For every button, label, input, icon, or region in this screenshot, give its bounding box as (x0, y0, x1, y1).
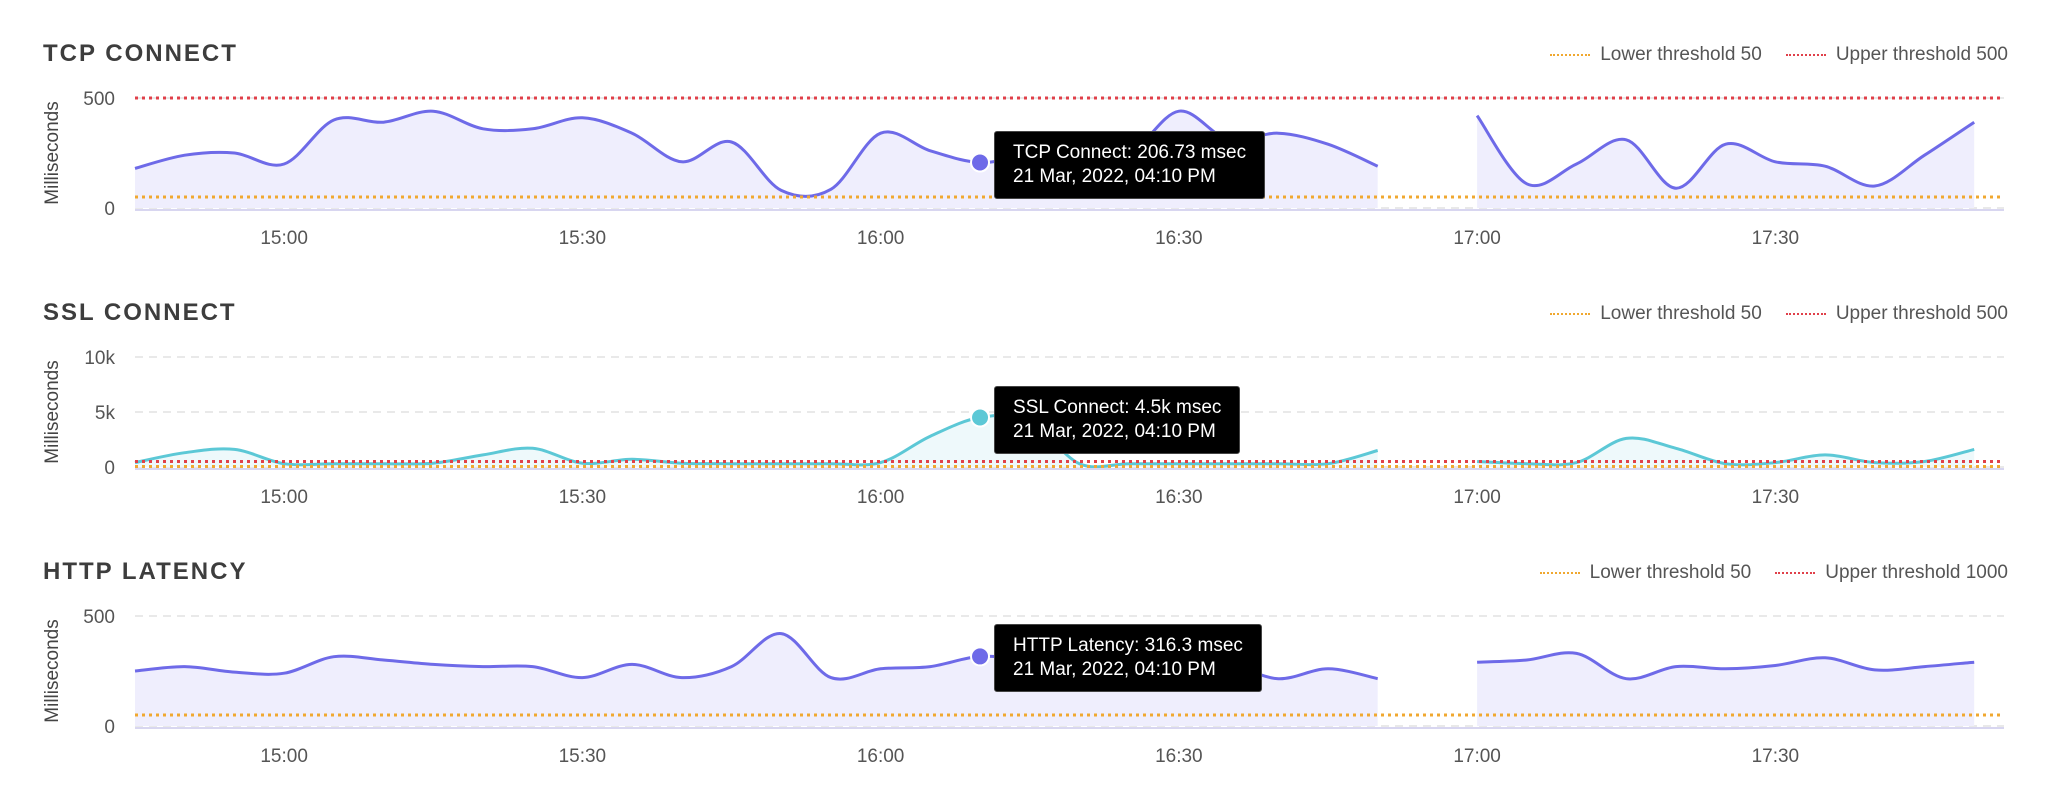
chart-title: SSL CONNECT (43, 299, 237, 326)
chart-legend: Lower threshold 50 Upper threshold 500 (1550, 44, 2008, 66)
x-tick-label: 15:00 (260, 487, 308, 508)
tooltip-date: 21 Mar, 2022, 04:10 PM (1013, 420, 1216, 442)
tooltip-value: HTTP Latency: 316.3 msec (1013, 635, 1243, 657)
tooltip-marker (970, 152, 991, 173)
x-tick-label: 16:00 (857, 746, 905, 767)
series-area (1477, 652, 1975, 726)
x-tick-label: 16:30 (1155, 228, 1203, 249)
series-line (1475, 114, 1976, 190)
y-tick-label: 500 (83, 89, 115, 110)
x-tick-label: 17:00 (1453, 746, 1501, 767)
y-tick-label: 500 (83, 607, 115, 628)
legend-label-upper: Upper threshold 500 (1835, 303, 2008, 324)
x-tick-label: 15:00 (260, 228, 308, 249)
series-line (1477, 436, 1975, 467)
y-tick-label: 0 (104, 717, 115, 738)
x-tick-label: 17:30 (1752, 746, 1800, 767)
legend-swatch-lower (1550, 313, 1591, 315)
chart-title: HTTP LATENCY (43, 558, 248, 585)
legend-swatch-upper (1785, 313, 1826, 315)
legend-upper-threshold[interactable]: Upper threshold 500 (1785, 44, 2008, 66)
chart-legend: Lower threshold 50 Upper threshold 500 (1550, 303, 2008, 325)
y-tick-label: 5k (95, 403, 116, 424)
tooltip-value: SSL Connect: 4.5k msec (1013, 396, 1222, 418)
http-latency-chart-panel: HTTP LATENCY Lower threshold 50 Upper th… (0, 518, 2048, 778)
x-tick-label: 17:30 (1752, 228, 1800, 249)
ssl-connect-chart-panel: SSL CONNECT Lower threshold 50 Upper thr… (0, 259, 2048, 519)
chart-tooltip: SSL Connect: 4.5k msec 21 Mar, 2022, 04:… (994, 385, 1241, 454)
chart-tooltip: TCP Connect: 206.73 msec 21 Mar, 2022, 0… (994, 130, 1266, 199)
tooltip-marker (970, 646, 991, 667)
legend-label-upper: Upper threshold 500 (1835, 44, 2008, 65)
y-tick-label: 0 (104, 458, 115, 479)
legend-swatch-lower (1550, 54, 1591, 56)
series-area (135, 633, 1378, 726)
legend-label-lower: Lower threshold 50 (1589, 562, 1752, 583)
x-tick-label: 15:00 (260, 746, 308, 767)
x-tick-label: 15:30 (559, 746, 607, 767)
series-area (1477, 115, 1975, 208)
y-axis-label: Milliseconds (42, 101, 63, 204)
chart-tooltip: HTTP Latency: 316.3 msec 21 Mar, 2022, 0… (994, 624, 1262, 693)
legend-swatch-lower (1539, 572, 1580, 574)
chart-title: TCP CONNECT (43, 40, 238, 67)
x-tick-label: 15:30 (559, 487, 607, 508)
x-tick-label: 15:30 (559, 228, 607, 249)
x-tick-label: 17:30 (1752, 487, 1800, 508)
series-line (1477, 651, 1975, 681)
y-tick-label: 10k (84, 348, 115, 369)
legend-swatch-upper (1775, 572, 1816, 574)
x-tick-label: 16:00 (857, 487, 905, 508)
x-tick-label: 17:00 (1453, 228, 1501, 249)
x-tick-label: 16:00 (857, 228, 905, 249)
ssl-connect-plot[interactable]: 0 5k 10k Milliseconds 15:00 15:30 16:00 16:30 17… (0, 259, 2048, 519)
series-line (134, 413, 1379, 469)
legend-label-upper: Upper threshold 1000 (1825, 562, 2008, 583)
tcp-connect-chart-panel: TCP CONNECT Lower threshold 50 Upper thr… (0, 0, 2048, 260)
x-tick-label: 16:30 (1155, 746, 1203, 767)
http-latency-plot[interactable]: 0 500 Milliseconds 15:00 15:30 16:00 16:30 17:0… (0, 518, 2048, 778)
tooltip-date: 21 Mar, 2022, 04:10 PM (1013, 165, 1216, 187)
legend-lower-threshold[interactable]: Lower threshold 50 (1550, 44, 1762, 66)
legend-upper-threshold[interactable]: Upper threshold 1000 (1775, 562, 2008, 584)
y-axis-label: Milliseconds (42, 619, 63, 722)
legend-swatch-upper (1785, 54, 1826, 56)
y-tick-label: 0 (104, 199, 115, 220)
legend-label-lower: Lower threshold 50 (1600, 303, 1762, 324)
series-line (134, 109, 1379, 198)
legend-lower-threshold[interactable]: Lower threshold 50 (1539, 562, 1752, 584)
tooltip-marker (970, 407, 991, 428)
y-axis-label: Milliseconds (42, 360, 63, 463)
x-tick-label: 16:30 (1155, 487, 1203, 508)
legend-upper-threshold[interactable]: Upper threshold 500 (1785, 303, 2008, 325)
legend-label-lower: Lower threshold 50 (1600, 44, 1762, 65)
series-area (135, 415, 1378, 467)
x-tick-label: 17:00 (1453, 487, 1501, 508)
chart-legend: Lower threshold 50 Upper threshold 1000 (1539, 562, 2008, 584)
legend-lower-threshold[interactable]: Lower threshold 50 (1550, 303, 1762, 325)
tooltip-date: 21 Mar, 2022, 04:10 PM (1013, 659, 1216, 681)
tooltip-value: TCP Connect: 206.73 msec (1013, 141, 1247, 163)
